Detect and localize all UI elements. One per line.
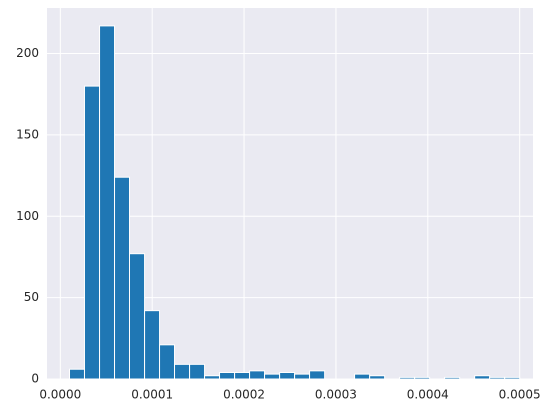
- y-tick-label: 50: [24, 290, 39, 304]
- x-tick-label: 0.0003: [315, 388, 357, 402]
- y-tick-label: 100: [16, 209, 39, 223]
- bar: [129, 253, 146, 380]
- y-tick-label: 150: [16, 127, 39, 141]
- bar: [204, 375, 221, 380]
- bar: [399, 376, 416, 380]
- bar: [489, 376, 506, 380]
- bar: [144, 310, 161, 380]
- bar: [189, 363, 206, 380]
- bar: [309, 370, 326, 380]
- bar: [174, 363, 191, 380]
- bar: [69, 368, 85, 380]
- bar: [159, 344, 176, 380]
- bar: [474, 375, 491, 380]
- bar: [354, 373, 371, 380]
- x-tick-label: 0.0000: [39, 388, 81, 402]
- bar: [219, 371, 236, 380]
- bar: [414, 376, 431, 380]
- x-tick-label: 0.0001: [131, 388, 173, 402]
- bar: [83, 85, 101, 380]
- bar: [264, 373, 281, 380]
- bar: [444, 376, 461, 380]
- bar: [294, 373, 311, 380]
- x-tick-label: 0.0004: [407, 388, 449, 402]
- bar: [504, 376, 521, 380]
- bar: [249, 370, 266, 380]
- bar: [279, 371, 296, 380]
- bar: [234, 371, 251, 380]
- x-tick-label: 0.0002: [223, 388, 265, 402]
- bar: [99, 25, 116, 380]
- y-tick-label: 200: [16, 46, 39, 60]
- bar: [114, 176, 131, 380]
- y-tick-label: 0: [31, 372, 39, 386]
- bar: [369, 375, 386, 380]
- x-tick-label: 0.0005: [499, 388, 541, 402]
